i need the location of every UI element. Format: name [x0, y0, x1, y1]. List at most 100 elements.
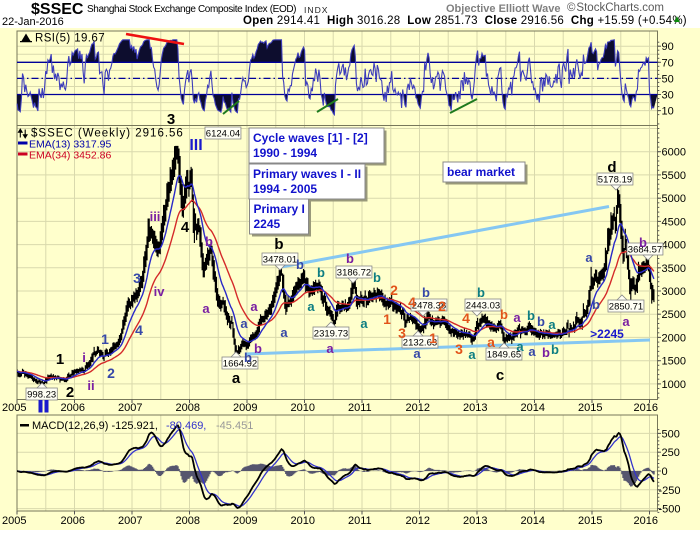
svg-text:c: c	[496, 367, 504, 384]
svg-text:Primary I: Primary I	[254, 202, 305, 216]
svg-text:2: 2	[438, 298, 446, 314]
svg-text:4: 4	[462, 310, 470, 326]
svg-text:a: a	[360, 316, 368, 331]
svg-text:$SSEC (Weekly) 2916.56: $SSEC (Weekly) 2916.56	[31, 128, 184, 140]
svg-text:2319.73: 2319.73	[314, 329, 348, 340]
svg-text:4500: 4500	[662, 216, 686, 228]
svg-text:a: a	[622, 314, 630, 329]
svg-text:b: b	[244, 350, 252, 365]
svg-text:2013: 2013	[463, 515, 487, 527]
svg-text:4: 4	[181, 219, 190, 236]
svg-text:III: III	[189, 137, 202, 154]
svg-text:2245: 2245	[254, 217, 281, 231]
svg-text:b: b	[542, 345, 550, 360]
svg-text:3000: 3000	[662, 286, 686, 298]
svg-text:Cycle waves [1] - [2]: Cycle waves [1] - [2]	[253, 131, 368, 145]
svg-text:2850.71: 2850.71	[609, 302, 643, 313]
svg-text:2: 2	[66, 384, 74, 401]
svg-text:2005: 2005	[2, 515, 26, 527]
svg-text:2014: 2014	[521, 402, 545, 414]
svg-text:-45.451: -45.451	[216, 420, 253, 432]
svg-text:2132.63: 2132.63	[403, 338, 437, 349]
svg-text:70: 70	[662, 57, 674, 69]
svg-text:998.23: 998.23	[27, 390, 56, 401]
svg-text:>2245: >2245	[590, 327, 624, 341]
svg-text:2: 2	[390, 282, 398, 298]
svg-text:2016: 2016	[634, 515, 658, 527]
svg-text:2443.03: 2443.03	[466, 301, 500, 312]
svg-text:a: a	[516, 339, 524, 354]
svg-text:3: 3	[133, 270, 141, 286]
svg-text:2013: 2013	[463, 402, 487, 414]
svg-text:-80.469,: -80.469,	[166, 420, 206, 432]
svg-text:2006: 2006	[61, 515, 85, 527]
svg-text:a: a	[240, 316, 248, 331]
svg-text:iii: iii	[150, 209, 161, 224]
svg-text:a: a	[326, 341, 334, 356]
svg-text:3478.01: 3478.01	[263, 255, 297, 266]
svg-text:b: b	[527, 308, 535, 323]
svg-text:2010: 2010	[291, 402, 315, 414]
svg-text:5000: 5000	[662, 193, 686, 205]
svg-text:5500: 5500	[662, 170, 686, 182]
svg-text:2006: 2006	[61, 402, 85, 414]
svg-text:2010: 2010	[291, 515, 315, 527]
svg-text:a: a	[280, 325, 288, 340]
svg-text:6000: 6000	[662, 147, 686, 159]
svg-text:2005: 2005	[2, 402, 26, 414]
svg-text:b: b	[373, 270, 381, 285]
svg-text:1: 1	[101, 331, 109, 347]
svg-text:3: 3	[167, 111, 175, 128]
svg-text:1994 - 2005: 1994 - 2005	[253, 182, 317, 196]
svg-text:0: 0	[662, 466, 668, 478]
svg-text:a: a	[202, 301, 210, 316]
svg-text:b: b	[537, 314, 545, 329]
svg-text:RSI(5) 19.67: RSI(5) 19.67	[35, 33, 105, 45]
svg-text:ii: ii	[87, 378, 94, 393]
svg-text:a: a	[232, 370, 241, 387]
svg-text:2009: 2009	[233, 515, 257, 527]
svg-text:2015: 2015	[578, 402, 602, 414]
svg-text:2: 2	[107, 365, 115, 381]
svg-text:-250: -250	[659, 485, 681, 497]
svg-text:b: b	[254, 341, 262, 356]
svg-text:EMA(13) 3317.95: EMA(13) 3317.95	[29, 139, 111, 151]
svg-text:b: b	[274, 236, 283, 253]
svg-text:50: 50	[662, 73, 674, 85]
svg-text:3684.57: 3684.57	[628, 245, 662, 256]
svg-text:1: 1	[429, 330, 437, 346]
svg-text:2500: 2500	[662, 309, 686, 321]
svg-text:2015: 2015	[578, 515, 602, 527]
svg-text:3: 3	[398, 325, 406, 341]
svg-text:i: i	[82, 350, 86, 365]
svg-text:4: 4	[135, 322, 143, 338]
svg-text:500: 500	[662, 428, 680, 440]
svg-text:a: a	[250, 299, 258, 314]
svg-text:2008: 2008	[176, 515, 200, 527]
svg-text:a: a	[528, 344, 536, 359]
svg-text:Primary waves I - II: Primary waves I - II	[253, 167, 361, 181]
svg-text:2014: 2014	[521, 515, 545, 527]
svg-text:EMA(34) 3452.86: EMA(34) 3452.86	[29, 150, 111, 162]
svg-text:b: b	[551, 342, 559, 357]
svg-text:3: 3	[455, 341, 463, 357]
svg-text:6124.04: 6124.04	[206, 129, 240, 140]
svg-text:2016: 2016	[634, 402, 658, 414]
svg-text:2000: 2000	[662, 332, 686, 344]
svg-text:b: b	[422, 285, 430, 300]
svg-text:30: 30	[662, 90, 674, 102]
svg-text:d: d	[607, 159, 616, 176]
svg-text:-500: -500	[659, 504, 681, 516]
svg-text:a: a	[487, 334, 495, 350]
svg-text:1000: 1000	[662, 379, 686, 391]
svg-text:5178.19: 5178.19	[598, 175, 632, 186]
svg-text:2011: 2011	[348, 515, 372, 527]
svg-text:4000: 4000	[662, 240, 686, 252]
svg-text:4: 4	[408, 294, 416, 310]
svg-text:2008: 2008	[176, 402, 200, 414]
svg-text:b: b	[639, 235, 647, 250]
svg-text:b: b	[205, 234, 213, 249]
svg-text:a: a	[585, 250, 593, 265]
svg-text:2011: 2011	[348, 402, 372, 414]
svg-text:250: 250	[662, 447, 680, 459]
